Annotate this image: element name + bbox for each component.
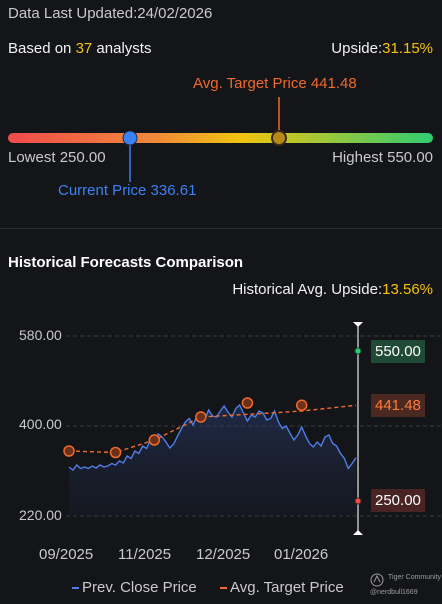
- historical-title: Historical Forecasts Comparison: [8, 254, 244, 271]
- watermark-brand: Tiger Community: [388, 574, 442, 581]
- avg-target-marker: [271, 130, 287, 146]
- current-price-marker: [122, 130, 138, 146]
- current-price-label: Current Price 336.61: [58, 182, 197, 199]
- watermark-logo-mark: [373, 574, 381, 583]
- based-on-prefix: Based on: [8, 40, 76, 57]
- y-tick-label: 400.00: [19, 416, 62, 432]
- avg-target-tag: 441.48: [371, 394, 425, 417]
- prev-close-area: [69, 405, 356, 516]
- avg-target-point: [63, 445, 75, 457]
- avg-target-point: [195, 411, 207, 423]
- avg-target-point: [295, 399, 308, 412]
- analyst-count: 37: [75, 40, 93, 57]
- watermark-user: @nerdbull1669: [370, 589, 418, 596]
- low-target-dot: [354, 497, 362, 505]
- y-tick-label: 220.00: [19, 507, 62, 523]
- analyst-count-text: Based on 37 analysts: [8, 40, 151, 57]
- high-target-dot: [354, 347, 362, 355]
- high-target-tag: 550.00: [371, 340, 425, 363]
- upside-text: Upside:31.15%: [331, 40, 433, 57]
- historical-upside-text: Historical Avg. Upside:13.56%: [232, 281, 433, 298]
- legend-avg-target[interactable]: Avg. Target Price: [230, 579, 344, 596]
- upside-label: Upside:: [331, 40, 383, 57]
- cursor-top-handle: [353, 322, 363, 327]
- historical-upside-value: 13.56%: [382, 281, 433, 298]
- low-target-tag: 250.00: [371, 489, 425, 512]
- cursor-bottom-handle: [353, 530, 363, 535]
- x-tick-label: 12/2025: [196, 546, 251, 563]
- x-tick-label: 01/2026: [274, 546, 329, 563]
- watermark-logo-icon: [370, 573, 384, 587]
- section-divider: [0, 228, 442, 229]
- x-tick-label: 11/2025: [118, 546, 172, 563]
- lowest-label: Lowest 250.00: [8, 149, 106, 166]
- avg-target-point: [241, 397, 254, 409]
- legend-prev-close[interactable]: Prev. Close Price: [82, 579, 197, 596]
- based-on-suffix: analysts: [92, 40, 152, 57]
- last-updated-text: Data Last Updated:24/02/2026: [8, 5, 213, 22]
- upside-value: 31.15%: [382, 40, 433, 57]
- x-tick-label: 09/2025: [39, 546, 94, 563]
- highest-label: Highest 550.00: [332, 149, 433, 166]
- avg-target-point: [148, 434, 161, 446]
- range-gradient-bar: [8, 133, 433, 143]
- historical-upside-label: Historical Avg. Upside:: [232, 281, 383, 298]
- avg-target-label: Avg. Target Price 441.48: [193, 75, 357, 92]
- avg-target-point: [109, 446, 122, 459]
- y-tick-label: 580.00: [19, 327, 62, 343]
